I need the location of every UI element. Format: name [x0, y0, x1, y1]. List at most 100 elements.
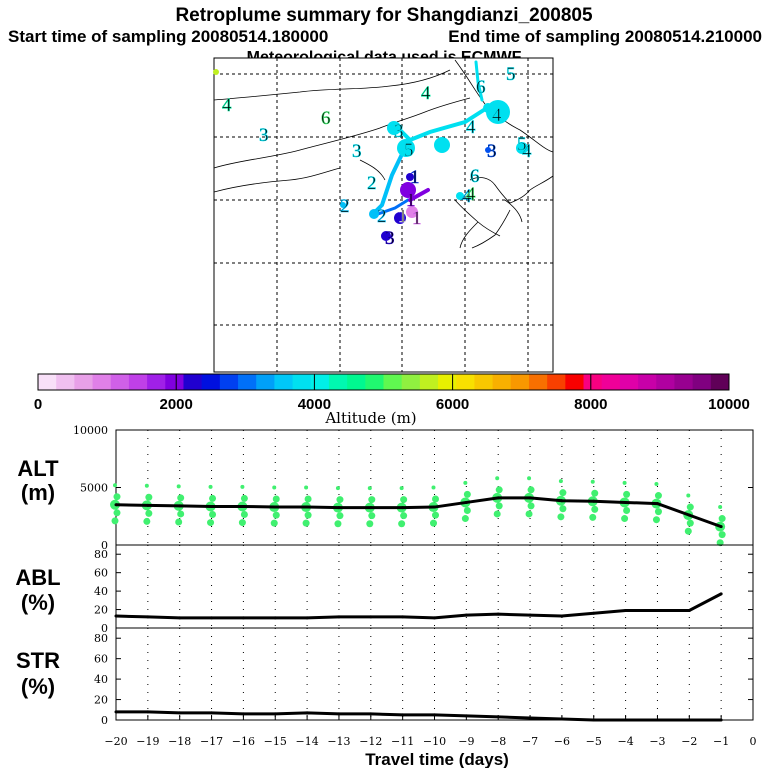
map-dot: [485, 147, 491, 153]
x-tick-label: −2: [681, 735, 697, 748]
map-day-label: 2: [377, 206, 387, 227]
alt-scatter-point: [432, 511, 439, 519]
x-tick-label: −9: [458, 735, 474, 748]
alt-data-point: [273, 505, 277, 509]
map-dot: [397, 139, 415, 157]
alt-data-point: [464, 500, 468, 504]
alt-scatter-point: [209, 494, 217, 502]
alt-scatter-point: [144, 483, 149, 488]
travel-time-axis: −20 −19 −18 −17 −16 −15 −14 −13 −12 −11 −10 −9 −8 −7−…: [104, 715, 757, 748]
map-day-label: 5: [517, 134, 527, 155]
alt-scatter-point: [527, 486, 535, 494]
abl-unit: (%): [21, 590, 55, 615]
str-data-point: [433, 713, 436, 717]
x-tick-label: −7: [522, 735, 538, 748]
y-tick-label: 0: [101, 714, 108, 727]
colorbar-swatch: [474, 374, 494, 390]
y-tick-label: 60: [94, 653, 108, 666]
alt-scatter-point: [272, 511, 280, 519]
colorbar-swatch: [183, 374, 203, 390]
alt-scatter-point: [621, 515, 629, 523]
str-data-point: [337, 712, 341, 716]
map-dot: [406, 173, 414, 181]
alt-scatter-point: [591, 505, 599, 513]
alt-scatter-point: [367, 486, 372, 491]
x-tick-label: −18: [168, 735, 191, 748]
colorbar-swatch: [165, 374, 184, 390]
abl-data-point: [337, 615, 341, 619]
colorbar-swatch: [601, 374, 621, 390]
alt-data-point: [655, 502, 659, 506]
colorbar-swatch: [74, 374, 94, 390]
alt-scatter-point: [623, 507, 631, 514]
colorbar-tick-label: 8000: [574, 396, 607, 413]
y-tick-label: 20: [94, 604, 108, 617]
map-day-label: 5: [404, 140, 414, 161]
alt-data-point: [687, 513, 691, 517]
colorbar-swatch: [310, 374, 330, 390]
colorbar-swatch: [528, 374, 548, 390]
alt-scatter-point: [336, 512, 344, 520]
alt-data-point: [337, 506, 341, 510]
colorbar-swatch: [274, 374, 294, 390]
alt-scatter-point: [335, 486, 340, 491]
colorbar-swatch: [92, 374, 112, 390]
x-tick-label: −5: [586, 735, 602, 748]
alt-data-point: [146, 503, 150, 507]
x-tick-label: −15: [264, 735, 287, 748]
x-tick-label: −10: [423, 735, 446, 748]
alt-panel: 10000 5000 0 ALT(m): [17, 424, 754, 552]
colorbar-swatch: [547, 374, 566, 390]
alt-scatter-point: [145, 493, 153, 501]
alt-scatter-point: [400, 496, 408, 504]
alt-scatter-point: [209, 511, 217, 519]
alt-scatter-point: [113, 509, 121, 517]
x-tick-label: −8: [490, 735, 506, 748]
alt-scatter-point: [718, 515, 726, 523]
colorbar-tick-label: 0: [34, 396, 42, 413]
map-day-label: 1: [398, 206, 408, 227]
trajectory-line-receptor: [408, 188, 430, 202]
map-day-label: 2: [367, 173, 377, 194]
map-dot: [340, 202, 346, 208]
abl-data-point: [305, 616, 309, 620]
alt-scatter-point: [113, 483, 117, 488]
colorbar-swatch: [583, 374, 603, 390]
alt-scatter-point: [558, 479, 563, 484]
abl-data-point: [624, 608, 628, 612]
map-coastlines: [213, 59, 554, 249]
x-tick-label: −4: [617, 735, 633, 748]
map-day-label: 3: [259, 125, 269, 146]
alt-scatter-point: [336, 496, 344, 504]
colorbar-tick-labels: 0 2000 4000 6000 8000 10000: [34, 374, 750, 413]
alt-label: ALT: [17, 456, 59, 481]
str-data-point: [305, 711, 309, 715]
map-day-label: 1: [406, 190, 416, 211]
alt-scatter-point: [111, 517, 119, 525]
y-tick-label: 60: [94, 567, 108, 580]
colorbar-tick-label: 2000: [160, 396, 193, 413]
colorbar-swatch: [110, 374, 130, 390]
map-dot: [381, 231, 391, 241]
alt-scatter-point: [718, 505, 723, 510]
y-tick-label: 80: [94, 632, 108, 645]
alt-scatter-point: [654, 492, 662, 500]
colorbar-swatch: [710, 374, 730, 390]
map-dot: [406, 206, 418, 218]
y-tick-label: 5000: [80, 482, 108, 495]
alt-scatter-point: [590, 479, 595, 484]
trajectory-line-lower: [376, 198, 410, 216]
y-tick-label: 80: [94, 548, 108, 561]
alt-scatter-point: [654, 508, 662, 516]
str-data-point: [241, 712, 245, 716]
colorbar-label: Altitude (m): [324, 409, 416, 427]
alt-scatter-point: [272, 485, 277, 490]
alt-scatter-point: [527, 476, 532, 481]
y-tick-label: 40: [94, 585, 108, 598]
colorbar-swatch: [674, 374, 694, 390]
alt-scatter-point: [432, 495, 439, 503]
trajectory-map: 4 3 6 4 6 5 4 4 3 5 3 3 5 4 1 6 2 1 4 2 …: [213, 57, 554, 373]
alt-scatter-point: [430, 519, 437, 527]
str-frame: [115, 627, 754, 721]
alt-scatter-point: [463, 490, 471, 498]
